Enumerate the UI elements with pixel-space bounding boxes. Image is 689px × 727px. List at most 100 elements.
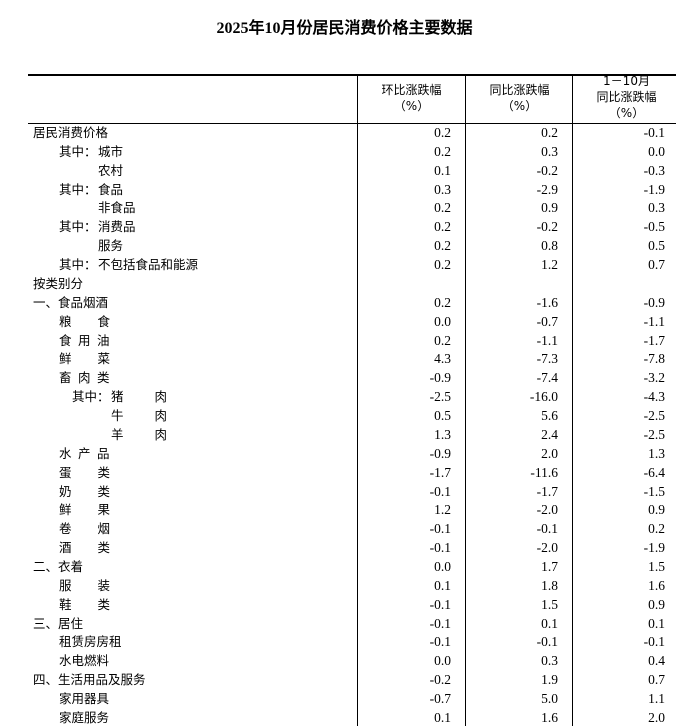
row-label: 三、居住: [33, 615, 84, 631]
column-header: 环比涨跌幅 （%）: [358, 82, 465, 114]
row-value: -16.0: [529, 389, 558, 405]
row-value: 0.0: [434, 313, 451, 329]
table-row: 畜肉类 -0.9 -7.4 -3.2: [0, 368, 689, 387]
row-value: -0.5: [643, 219, 665, 235]
row-value: 1.7: [541, 559, 558, 574]
table-row: 四、生活用品及服务 -0.2 1.9 0.7: [0, 670, 689, 689]
row-value: -2.9: [536, 181, 558, 197]
table-row: 卷烟 -0.1 -0.1 0.2: [0, 519, 689, 538]
table-row: 其中： 消费品 0.2 -0.2 -0.5: [0, 217, 689, 236]
row-value: -1.7: [536, 483, 558, 499]
row-value: -0.1: [429, 596, 451, 612]
row-value: -0.3: [643, 162, 665, 178]
row-value: -1.9: [643, 540, 665, 556]
row-label: 城市: [98, 143, 124, 159]
row-label: 消费品: [98, 219, 136, 235]
column-header-line: （%）: [393, 99, 430, 113]
row-prefix: 其中：: [59, 219, 97, 235]
row-value: 0.3: [541, 143, 558, 159]
row-value: 0.1: [434, 709, 451, 725]
row-label: 酒类: [59, 540, 137, 556]
row-label: 食用油: [59, 332, 117, 348]
row-value: 4.3: [434, 351, 451, 367]
row-label: 服务: [98, 238, 124, 254]
row-value: 0.0: [434, 559, 451, 574]
row-value: -1.7: [429, 464, 451, 480]
row-value: 0.5: [434, 408, 451, 424]
row-value: -1.6: [536, 294, 558, 310]
column-header-line: 环比涨跌幅: [381, 83, 442, 97]
row-value: 0.5: [648, 238, 665, 254]
row-value: -0.9: [429, 370, 451, 386]
row-value: -11.6: [530, 464, 558, 480]
table-row: 服务 0.2 0.8 0.5: [0, 236, 689, 255]
column-header: 1－10月 同比涨跌幅 （%）: [573, 73, 680, 121]
row-value: 0.2: [434, 257, 451, 273]
row-value: 0.2: [434, 332, 451, 348]
row-value: -0.1: [643, 634, 665, 650]
table-row: 蛋类 -1.7 -11.6 -6.4: [0, 463, 689, 482]
row-label: 一、食品烟酒: [33, 294, 109, 310]
table-row: 粮食 0.0 -0.7 -1.1: [0, 312, 689, 331]
row-label: 蛋类: [59, 464, 137, 480]
row-label: 奶类: [59, 483, 137, 499]
column-divider: [572, 76, 573, 726]
row-value: 0.8: [541, 238, 558, 254]
row-value: 1.1: [648, 691, 665, 707]
table-row: 奶类 -0.1 -1.7 -1.5: [0, 482, 689, 501]
row-value: -2.5: [643, 426, 665, 442]
row-value: -0.1: [429, 615, 451, 631]
table-row: 食用油 0.2 -1.1 -1.7: [0, 331, 689, 350]
table-row: 家庭服务 0.1 1.6 2.0: [0, 708, 689, 727]
row-value: 0.2: [434, 219, 451, 235]
table-row: 其中： 食品 0.3 -2.9 -1.9: [0, 180, 689, 199]
row-value: -2.5: [643, 408, 665, 424]
row-value: 5.0: [541, 691, 558, 707]
row-value: -2.0: [536, 540, 558, 556]
row-label: 租赁房房租: [59, 634, 122, 650]
row-value: 1.5: [648, 559, 665, 574]
column-header-line: 1－10月: [603, 74, 650, 88]
table-row: 羊肉 1.3 2.4 -2.5: [0, 425, 689, 444]
row-label: 食品: [98, 181, 124, 197]
row-value: 0.9: [541, 200, 558, 216]
row-value: 5.6: [541, 408, 558, 424]
row-value: -0.1: [429, 483, 451, 499]
row-label: 非食品: [98, 200, 136, 216]
row-value: -0.2: [536, 162, 558, 178]
row-prefix: 其中：: [59, 257, 97, 273]
table-row: 家用器具 -0.7 5.0 1.1: [0, 689, 689, 708]
table-row: 鞋类 -0.1 1.5 0.9: [0, 595, 689, 614]
row-value: 0.3: [648, 200, 665, 216]
row-value: 0.4: [648, 653, 665, 669]
table-top-rule: [28, 74, 676, 76]
row-value: -0.1: [536, 634, 558, 650]
row-label: 畜肉类: [59, 370, 117, 386]
row-value: 1.2: [434, 502, 451, 518]
row-value: 0.2: [434, 200, 451, 216]
row-value: 1.2: [541, 257, 558, 273]
row-value: -7.3: [536, 351, 558, 367]
row-value: 0.9: [648, 596, 665, 612]
row-value: 0.0: [648, 143, 665, 159]
row-value: 2.4: [541, 426, 558, 442]
row-label: 鞋类: [59, 596, 137, 612]
table-row: 租赁房房租 -0.1 -0.1 -0.1: [0, 632, 689, 651]
row-value: -0.1: [429, 540, 451, 556]
table-row: 其中： 不包括食品和能源 0.2 1.2 0.7: [0, 255, 689, 274]
column-header-line: 同比涨跌幅: [489, 83, 550, 97]
row-label: 农村: [98, 162, 124, 178]
row-value: 1.5: [541, 596, 558, 612]
table-row: 鲜果 1.2 -2.0 0.9: [0, 500, 689, 519]
row-value: 0.1: [434, 577, 451, 593]
table-row: 水产品 -0.9 2.0 1.3: [0, 444, 689, 463]
row-prefix: 其中：: [59, 143, 97, 159]
table-row: 其中： 猪肉 -2.5 -16.0 -4.3: [0, 387, 689, 406]
row-value: -2.5: [429, 389, 451, 405]
row-value: 0.2: [541, 125, 558, 140]
table-row: 三、居住 -0.1 0.1 0.1: [0, 614, 689, 633]
row-value: -7.4: [536, 370, 558, 386]
row-label: 家庭服务: [59, 709, 110, 725]
row-value: 0.1: [541, 615, 558, 631]
column-divider: [357, 76, 358, 726]
